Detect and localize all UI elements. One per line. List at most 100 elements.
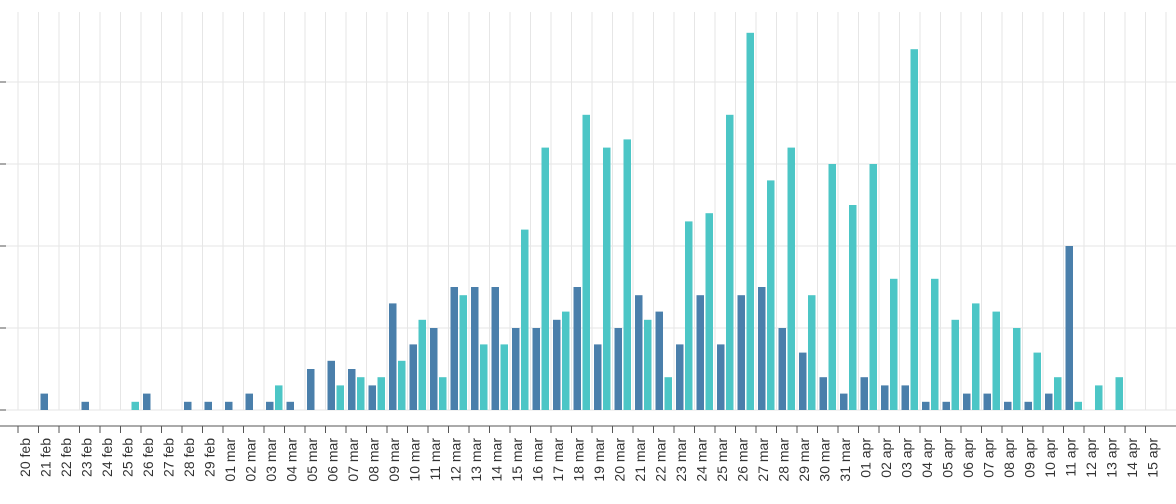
bar-teal-24-mar: [705, 213, 713, 410]
x-tick-label: 30 mar: [817, 438, 833, 482]
bar-blue-22-mar: [655, 311, 663, 410]
x-tick-label: 07 apr: [981, 438, 997, 478]
bar-blue-02-apr: [881, 385, 889, 410]
x-tick-label: 16 mar: [530, 438, 546, 482]
x-tick-label: 10 mar: [407, 438, 423, 482]
bar-blue-28-feb: [184, 401, 192, 410]
x-tick-label: 11 mar: [427, 438, 443, 481]
bar-teal-23-mar: [685, 221, 693, 410]
bar-teal-07-apr: [992, 311, 1000, 410]
bar-blue-12-mar: [450, 287, 458, 410]
bar-teal-13-mar: [480, 344, 488, 410]
x-tick-label: 06 mar: [325, 438, 341, 482]
bar-blue-07-mar: [348, 369, 356, 410]
bar-blue-29-mar: [799, 352, 807, 410]
bar-blue-05-apr: [942, 401, 950, 410]
bar-teal-07-mar: [357, 377, 365, 410]
bar-teal-18-mar: [582, 114, 590, 411]
bar-blue-13-mar: [471, 287, 479, 410]
bar-teal-26-mar: [746, 32, 754, 411]
x-tick-label: 01 apr: [858, 438, 874, 478]
bar-blue-20-mar: [614, 328, 622, 410]
x-tick-label: 03 apr: [899, 438, 915, 478]
bar-blue-29-feb: [204, 401, 212, 410]
bar-blue-01-mar: [225, 401, 233, 410]
bar-teal-15-mar: [521, 229, 529, 410]
x-tick-label: 02 apr: [878, 438, 894, 478]
x-tick-label: 14 apr: [1124, 438, 1140, 478]
x-tick-label: 12 mar: [448, 438, 464, 482]
bar-blue-03-mar: [266, 401, 274, 410]
bar-blue-10-apr: [1045, 393, 1053, 410]
bar-teal-02-apr: [890, 278, 898, 410]
x-tick-label: 28 mar: [776, 438, 792, 482]
x-tick-label: 15 apr: [1145, 438, 1161, 478]
bar-teal-25-feb: [131, 401, 139, 410]
bar-blue-06-apr: [963, 393, 971, 410]
bar-blue-27-mar: [758, 287, 766, 410]
bar-teal-25-mar: [726, 114, 734, 411]
x-tick-label: 22 mar: [653, 438, 669, 482]
x-tick-label: 27 mar: [755, 438, 771, 482]
x-tick-label: 01 mar: [222, 438, 238, 482]
grid-lines: [0, 12, 1176, 411]
bar-teal-13-apr: [1115, 377, 1123, 410]
bar-blue-08-apr: [1004, 401, 1012, 410]
x-tick-label: 29 feb: [202, 438, 218, 477]
x-tick-label: 03 mar: [263, 438, 279, 482]
x-tick-label: 29 mar: [796, 438, 812, 482]
x-tick-label: 10 apr: [1042, 438, 1058, 478]
x-tick-label: 05 apr: [940, 438, 956, 478]
bar-blue-30-mar: [819, 377, 827, 410]
x-tick-label: 28 feb: [181, 438, 197, 477]
x-tick-label: 25 mar: [714, 438, 730, 482]
x-tick-label: 14 mar: [489, 438, 505, 482]
x-tick-label: 06 apr: [960, 438, 976, 478]
x-tick-label: 20 feb: [17, 438, 33, 477]
bar-teal-06-mar: [336, 385, 344, 410]
bar-blue-01-apr: [860, 377, 868, 410]
bar-teal-10-apr: [1054, 377, 1062, 410]
x-tick-label: 08 mar: [366, 438, 382, 482]
bar-blue-25-mar: [717, 344, 725, 410]
bar-teal-17-mar: [562, 311, 570, 410]
bar-teal-08-mar: [377, 377, 385, 410]
x-tick-label: 11 apr: [1063, 438, 1079, 477]
bar-blue-28-mar: [778, 328, 786, 410]
x-tick-label: 09 mar: [386, 438, 402, 482]
bar-teal-01-apr: [869, 164, 877, 410]
bar-blue-23-feb: [81, 401, 89, 410]
bar-teal-06-apr: [972, 303, 980, 410]
bar-blue-09-apr: [1024, 401, 1032, 410]
x-tick-label: 27 feb: [161, 438, 177, 477]
bar-blue-06-mar: [327, 360, 335, 410]
bar-teal-04-apr: [931, 278, 939, 410]
bar-blue-10-mar: [409, 344, 417, 410]
bar-blue-11-apr: [1065, 246, 1073, 410]
bar-blue-08-mar: [368, 385, 376, 410]
x-axis: 20 feb 21 feb 22 feb 23 feb 24 feb 25 feb 26 f…: [0, 425, 1176, 482]
x-tick-label: 26 mar: [735, 438, 751, 482]
x-tick-label: 13 apr: [1104, 438, 1120, 478]
bar-blue-24-mar: [696, 295, 704, 410]
bar-teal-12-mar: [459, 295, 467, 410]
bar-blue-14-mar: [491, 287, 499, 410]
bar-blue-19-mar: [594, 344, 602, 410]
bar-teal-05-apr: [951, 319, 959, 410]
bar-teal-22-mar: [664, 377, 672, 410]
bar-teal-16-mar: [541, 147, 549, 410]
bar-teal-30-mar: [828, 164, 836, 410]
bar-teal-14-mar: [500, 344, 508, 410]
bar-teal-19-mar: [603, 147, 611, 410]
x-tick-label: 24 feb: [99, 438, 115, 477]
bar-blue-31-mar: [840, 393, 848, 410]
bar-blue-21-mar: [635, 295, 643, 410]
bar-blue-18-mar: [573, 287, 581, 410]
x-tick-label: 05 mar: [304, 438, 320, 482]
x-tick-label: 04 mar: [284, 438, 300, 482]
x-tick-label: 20 mar: [612, 438, 628, 482]
x-tick-label: 12 apr: [1083, 438, 1099, 478]
bar-teal-21-mar: [644, 319, 652, 410]
x-tick-label: 18 mar: [571, 438, 587, 482]
